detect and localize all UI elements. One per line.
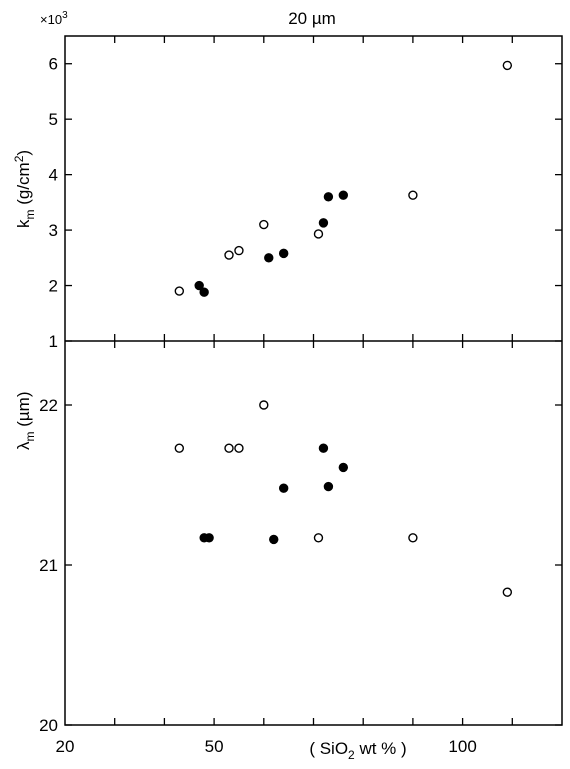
top-y-tick-label: 4 — [49, 166, 58, 185]
top-open-point — [174, 286, 185, 296]
bottom-filled-point — [323, 481, 334, 492]
top-open-point — [502, 60, 513, 71]
top-filled-point — [194, 280, 204, 291]
top-open-point — [408, 190, 418, 200]
bottom-ylabel: λm (µm) — [14, 391, 37, 450]
top-filled-point — [264, 253, 274, 263]
top-open-point — [313, 229, 324, 239]
bottom-open-point — [313, 533, 324, 543]
bottom-y-tick-label: 21 — [39, 556, 58, 575]
x-axis-label: ( SiO2 wt % ) — [309, 739, 406, 762]
bottom-open-point — [174, 443, 185, 453]
x-tick-label: 100 — [448, 737, 476, 756]
bottom-y-tick-label: 22 — [39, 396, 58, 415]
top-open-point — [259, 219, 269, 230]
x-tick-label: 20 — [56, 737, 75, 756]
top-filled-point — [338, 190, 349, 200]
bottom-filled-point — [204, 533, 214, 543]
top-open-point — [234, 245, 244, 256]
top-y-tick-label: 6 — [49, 55, 58, 74]
bottom-open-point — [234, 443, 244, 453]
top-filled-point — [199, 287, 209, 297]
x-tick-label: 50 — [205, 737, 224, 756]
top-filled-point — [318, 218, 329, 228]
bottom-open-point — [224, 443, 234, 453]
top-y-tick-label: 2 — [49, 277, 58, 296]
bottom-filled-point — [269, 534, 279, 545]
top-filled-point — [278, 248, 289, 259]
bottom-open-point — [259, 400, 269, 410]
bottom-filled-point — [338, 462, 349, 473]
top-y-tick-label: 1 — [49, 332, 58, 351]
chart-title: 20 µm — [288, 9, 336, 28]
bottom-filled-point — [278, 483, 289, 493]
plot-frame — [64, 35, 563, 726]
bottom-filled-point — [318, 443, 329, 453]
bottom-open-point — [502, 587, 513, 597]
multiplier-label: ×103 — [40, 10, 68, 27]
chart-marks: 1 2 3 4 5 6 20 21 22 20 50 100 — [39, 36, 562, 756]
top-filled-point — [323, 192, 334, 202]
top-open-point — [224, 250, 234, 260]
top-y-tick-label: 5 — [49, 110, 58, 129]
top-ylabel: km (g/cm2) — [12, 150, 37, 228]
top-y-tick-label: 3 — [49, 221, 58, 240]
bottom-y-tick-label: 20 — [39, 716, 58, 735]
bottom-open-point — [408, 533, 418, 543]
